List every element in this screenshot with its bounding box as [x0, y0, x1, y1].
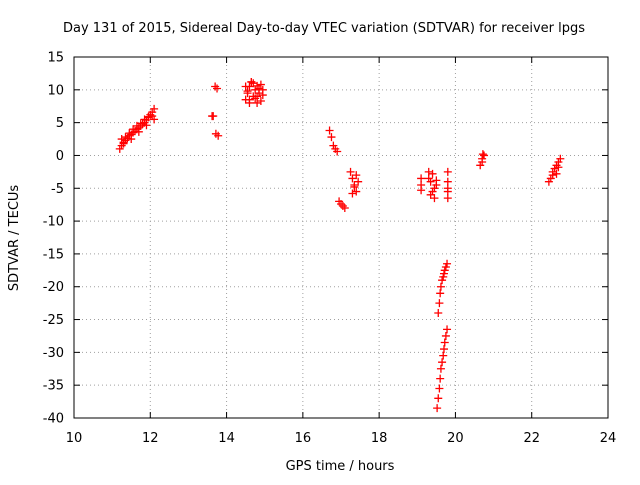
data-point — [443, 325, 452, 334]
data-point — [327, 133, 336, 142]
data-point — [245, 98, 254, 107]
data-point — [338, 201, 347, 210]
data-point — [150, 115, 159, 124]
data-point — [142, 121, 151, 130]
data-point — [443, 194, 452, 203]
data-point — [434, 394, 443, 403]
data-point — [554, 163, 563, 172]
data-point — [433, 404, 442, 413]
data-point — [434, 308, 443, 317]
axis-ticks: 10 12 14 16 18 20 22 24 15 10 5 0 -5 -10 -15 -20 -25 -30 -… — [43, 51, 617, 447]
data-point — [127, 135, 136, 144]
x-tick-label: 14 — [218, 431, 235, 446]
data-point — [325, 126, 334, 135]
data-point — [256, 80, 265, 89]
x-tick-label: 12 — [142, 431, 159, 446]
data-point — [352, 171, 361, 180]
y-tick-label: 10 — [47, 83, 64, 98]
data-points — [115, 77, 565, 413]
data-point — [258, 91, 267, 100]
y-tick-label: 0 — [56, 149, 64, 164]
data-point — [150, 104, 159, 113]
data-point — [436, 364, 445, 373]
data-point — [354, 177, 363, 186]
y-tick-label: -40 — [43, 412, 64, 427]
y-tick-label: 5 — [56, 116, 64, 131]
data-point — [136, 119, 145, 128]
data-point — [346, 167, 355, 176]
data-point — [478, 150, 487, 159]
data-point — [435, 299, 444, 308]
data-point — [144, 112, 153, 121]
y-tick-label: -35 — [43, 379, 64, 394]
data-point — [352, 187, 361, 196]
data-point — [350, 182, 359, 191]
x-tick-label: 22 — [523, 431, 540, 446]
data-point — [435, 384, 444, 393]
y-tick-label: -10 — [43, 215, 64, 230]
x-tick-label: 20 — [447, 431, 464, 446]
data-point — [243, 87, 252, 96]
data-point — [439, 351, 448, 360]
data-point — [443, 259, 452, 268]
y-tick-label: 15 — [47, 51, 64, 66]
y-tick-label: -30 — [43, 346, 64, 361]
y-axis-label: SDTVAR / TECUs — [7, 185, 22, 292]
data-point — [241, 82, 250, 91]
data-point — [337, 200, 345, 209]
x-tick-label: 18 — [371, 431, 388, 446]
data-point — [436, 282, 445, 291]
data-point — [480, 151, 489, 160]
data-point — [441, 331, 450, 340]
data-point — [208, 112, 217, 121]
data-point — [247, 77, 256, 86]
data-point — [548, 171, 557, 180]
data-point — [417, 186, 426, 195]
data-point — [211, 82, 220, 91]
data-point — [440, 338, 449, 347]
data-point — [348, 189, 357, 198]
data-point — [253, 81, 262, 90]
grid — [74, 57, 608, 418]
data-point — [253, 92, 262, 101]
data-point — [119, 139, 128, 148]
y-tick-label: -5 — [51, 182, 64, 197]
data-point — [256, 96, 265, 105]
data-point — [436, 289, 445, 298]
data-point — [333, 147, 342, 156]
x-tick-label: 10 — [66, 431, 83, 446]
chart-title: Day 131 of 2015, Sidereal Day-to-day VTE… — [63, 21, 585, 36]
data-point — [443, 167, 452, 176]
data-point — [438, 358, 447, 367]
y-tick-label: -15 — [43, 247, 64, 262]
data-point — [213, 84, 222, 93]
y-tick-label: -25 — [43, 313, 64, 328]
data-point — [125, 129, 134, 138]
data-point — [556, 154, 565, 163]
y-tick-label: -20 — [43, 280, 64, 295]
data-point — [428, 169, 437, 178]
x-tick-label: 24 — [600, 431, 617, 446]
data-point — [432, 180, 441, 189]
plot-frame — [73, 56, 609, 419]
data-point — [117, 135, 126, 144]
data-point — [436, 374, 445, 383]
data-point — [426, 190, 435, 199]
data-point — [340, 203, 349, 212]
x-axis-label: GPS time / hours — [286, 459, 395, 474]
data-point — [478, 158, 487, 167]
data-point — [214, 131, 223, 140]
data-point — [552, 169, 561, 178]
data-point — [424, 174, 433, 183]
x-tick-label: 16 — [295, 431, 312, 446]
data-point — [134, 127, 143, 136]
data-point — [121, 133, 130, 142]
data-point — [439, 345, 448, 354]
data-point — [251, 94, 260, 103]
data-point — [138, 119, 147, 128]
